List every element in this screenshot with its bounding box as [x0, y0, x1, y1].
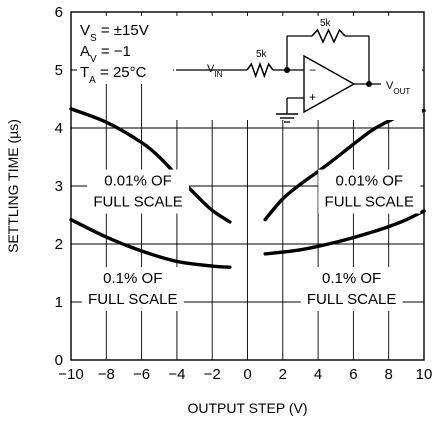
circuit-background — [174, 16, 422, 120]
y-tick-label: 4 — [55, 120, 63, 137]
y-axis-label: SETTLING TIME (µs) — [5, 119, 21, 253]
series-label-text: FULL SCALE — [93, 194, 182, 211]
x-tick-label: 6 — [349, 366, 357, 383]
y-tick-label: 2 — [55, 236, 63, 253]
plus-sign: + — [309, 90, 316, 104]
inverting-amplifier-circuit: VIN VOUT 5k 5k − + — [174, 16, 422, 123]
series-label-text: 0.01% OF — [336, 173, 404, 190]
x-tick-label: 8 — [385, 366, 393, 383]
y-tick-label: 6 — [55, 4, 63, 21]
series-label-0-1-left: 0.1% OF FULL SCALE — [81, 267, 184, 311]
op-amp-triangle — [303, 54, 356, 114]
series-label-0-01-right: 0.01% OF FULL SCALE — [318, 169, 421, 214]
x-tick-label: −6 — [133, 366, 150, 383]
condition-ta: TA = 25°C — [80, 64, 147, 86]
series-label-text: FULL SCALE — [325, 194, 414, 211]
x-tick-labels: −10 −8 −6 −4 −2 0 2 4 6 8 10 — [58, 366, 432, 383]
series-label-background — [300, 267, 403, 311]
x-tick-label: −2 — [204, 366, 221, 383]
series-label-background — [81, 267, 184, 311]
x-tick-label: 4 — [314, 366, 322, 383]
series-line-0-01-percent — [69, 107, 232, 224]
x-tick-label: −8 — [98, 366, 115, 383]
feedback-resistor — [311, 28, 346, 44]
x-axis-label: OUTPUT STEP (V) — [187, 400, 307, 416]
x-tick-label: 2 — [279, 366, 287, 383]
y-tick-labels: 0 1 2 3 4 5 6 — [55, 4, 63, 369]
output-node — [366, 81, 372, 87]
x-tick-label: 10 — [416, 366, 433, 383]
y-tick-label: 3 — [55, 178, 63, 195]
input-resistor-label: 5k — [256, 49, 268, 60]
plot-frame — [70, 11, 425, 361]
conditions-background — [77, 16, 173, 84]
x-tick-label: −4 — [168, 366, 185, 383]
series-label-background — [318, 169, 421, 214]
condition-vs: VS = ±15V — [80, 22, 149, 44]
vin-label: VIN — [207, 63, 223, 79]
series-label-0-1-right: 0.1% OF FULL SCALE — [300, 267, 403, 311]
series-label-background — [87, 169, 190, 214]
y-tick-label: 1 — [55, 294, 63, 311]
series-label-text: 0.1% OF — [322, 270, 381, 287]
series-label-0-01-left: 0.01% OF FULL SCALE — [87, 169, 190, 214]
series-label-text: FULL SCALE — [307, 291, 396, 308]
minus-sign: − — [309, 63, 316, 77]
y-tick-label: 5 — [55, 62, 63, 79]
x-tick-label: −10 — [58, 366, 83, 383]
series-line-0-1-percent — [263, 209, 426, 256]
x-tick-label: 0 — [243, 366, 251, 383]
feedback-resistor-label: 5k — [320, 18, 332, 29]
input-resistor — [246, 61, 274, 79]
series-line-0-1-percent — [69, 217, 232, 269]
y-tick-label: 0 — [55, 352, 63, 369]
series-label-text: FULL SCALE — [88, 291, 177, 308]
series-label-text: 0.1% OF — [103, 270, 162, 287]
vout-label: VOUT — [386, 80, 410, 96]
series-label-text: 0.01% OF — [104, 173, 172, 190]
